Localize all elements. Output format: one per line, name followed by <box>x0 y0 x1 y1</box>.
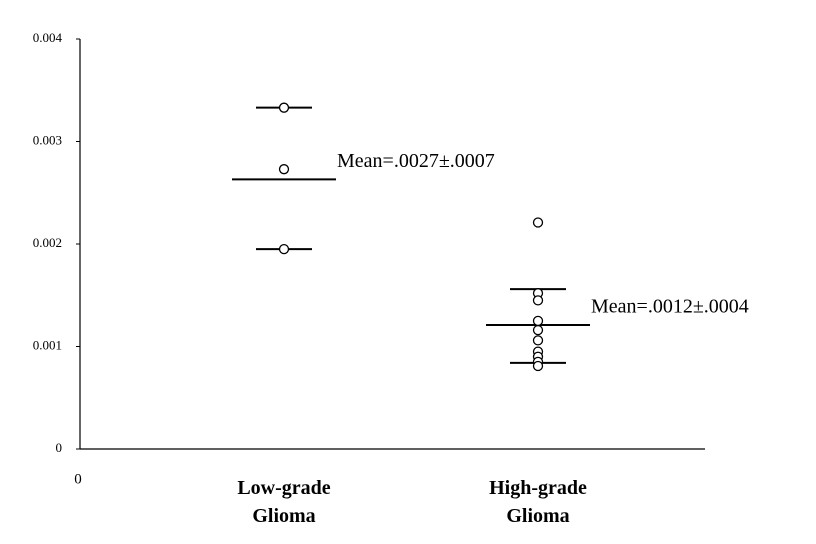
y-tick-label: 0.002 <box>33 235 62 250</box>
data-point <box>532 315 544 327</box>
data-point <box>532 324 544 336</box>
category-label: Low-grade Glioma <box>237 477 331 527</box>
data-point <box>532 335 544 346</box>
y-tick-label: 0.003 <box>33 132 62 147</box>
y-tick-label: 0.001 <box>33 337 62 352</box>
data-point <box>278 243 290 255</box>
y-tick-label: 0.004 <box>33 30 63 45</box>
mean-annotation: Mean=.0012±.0004 <box>591 296 749 318</box>
data-point <box>532 217 544 228</box>
x-origin-label: 0 <box>74 471 82 487</box>
mean-annotation: Mean=.0027±.0007 <box>337 150 495 172</box>
data-point <box>532 295 544 306</box>
data-point <box>278 102 290 113</box>
y-tick-label: 0 <box>56 440 63 455</box>
data-point <box>532 360 544 372</box>
category-label: High-grade Glioma <box>489 477 587 527</box>
data-point <box>278 164 290 175</box>
